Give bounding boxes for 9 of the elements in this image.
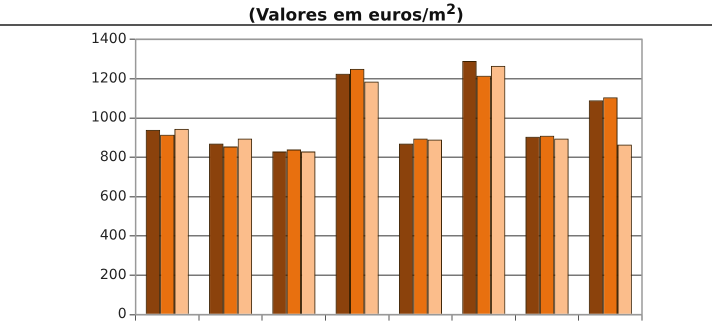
y-tick-label: 400 <box>100 228 127 244</box>
y-tick-label: 800 <box>100 148 127 165</box>
y-tick-label: 200 <box>100 266 127 283</box>
y-tick-label: 600 <box>100 188 127 204</box>
y-tick-label: 1200 <box>90 70 127 86</box>
y-tick-label: 1000 <box>90 110 127 126</box>
y-tick-label: 1400 <box>90 31 127 48</box>
y-tick-label: 0 <box>118 306 127 322</box>
chart-title: (Valores em euros/m$^{2}$) <box>247 1 465 26</box>
